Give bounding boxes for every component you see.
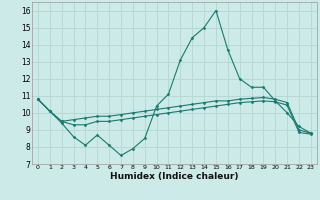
X-axis label: Humidex (Indice chaleur): Humidex (Indice chaleur) — [110, 172, 239, 181]
